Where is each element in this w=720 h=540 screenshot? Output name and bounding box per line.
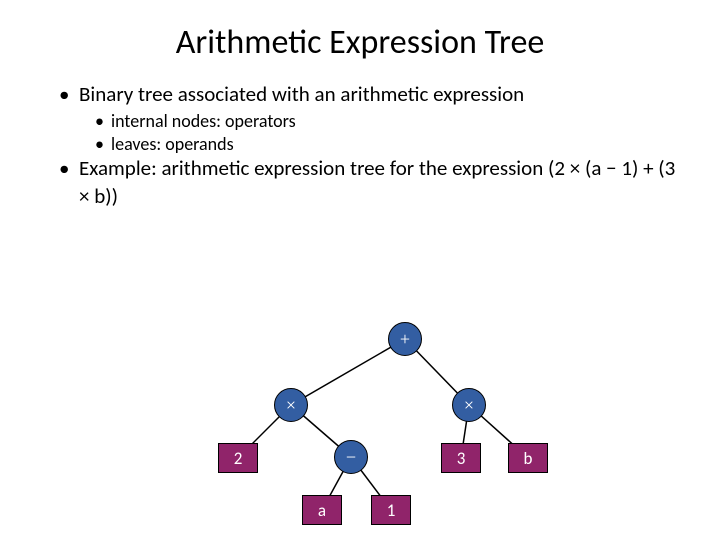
operator-node: × <box>452 388 486 422</box>
operator-node: × <box>274 388 308 422</box>
operator-node: − <box>334 440 368 474</box>
operand-node: a <box>302 495 342 525</box>
operand-node: 1 <box>371 495 411 525</box>
expression-tree-diagram: + × × 2 − 3b a1 <box>0 0 720 540</box>
operator-node: + <box>388 322 422 356</box>
operand-node: 3 <box>441 443 481 473</box>
operand-node: 2 <box>218 443 258 473</box>
operand-node: b <box>508 443 548 473</box>
